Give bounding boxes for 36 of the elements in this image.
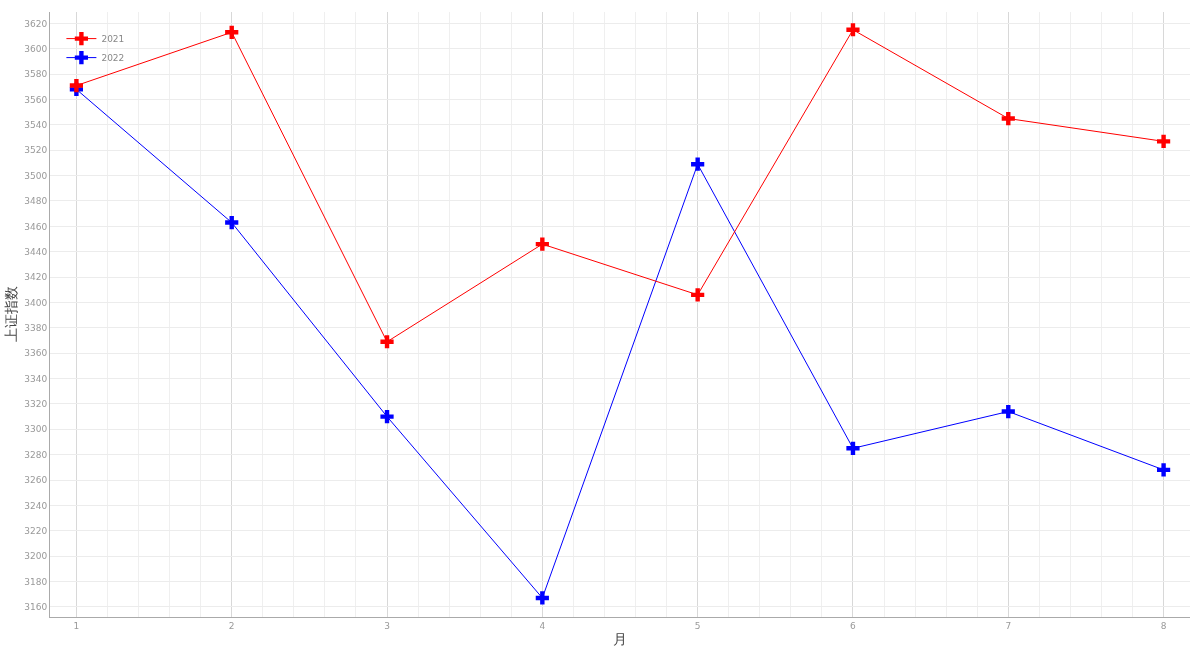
x-tick-label: 6	[850, 620, 857, 631]
y-tick-label: 3500	[24, 170, 48, 181]
x-tick-label: 2	[228, 620, 235, 631]
x-tick-label: 7	[1005, 620, 1012, 631]
y-tick-label: 3560	[24, 94, 48, 105]
y-tick-label: 3360	[24, 348, 48, 359]
y-tick-label: 3420	[24, 272, 48, 283]
y-tick-label: 3520	[24, 145, 48, 156]
y-tick-label: 3440	[24, 246, 48, 257]
legend-label: 2022	[101, 53, 125, 64]
legend-label: 2021	[101, 34, 125, 45]
y-axis-title: 上证指数	[2, 286, 19, 343]
y-tick-label: 3320	[24, 399, 48, 410]
y-tick-label: 3480	[24, 196, 48, 207]
y-tick-label: 3300	[24, 424, 48, 435]
y-tick-label: 3280	[24, 449, 48, 460]
y-tick-label: 3400	[24, 297, 48, 308]
y-tick-label: 3200	[24, 551, 48, 562]
x-axis-title: 月	[613, 631, 627, 648]
y-tick-label: 3460	[24, 221, 48, 232]
x-tick-label: 4	[539, 620, 546, 631]
y-tick-label: 3240	[24, 500, 48, 511]
y-tick-label: 3220	[24, 525, 48, 536]
x-tick-label: 1	[73, 620, 80, 631]
y-tick-label: 3540	[24, 120, 48, 131]
x-tick-label: 5	[694, 620, 701, 631]
y-tick-label: 3380	[24, 322, 48, 333]
x-tick-label: 8	[1160, 620, 1167, 631]
y-tick-label: 3620	[24, 18, 48, 29]
y-tick-label: 3180	[24, 576, 48, 587]
y-tick-label: 3340	[24, 373, 48, 384]
y-tick-label: 3260	[24, 475, 48, 486]
y-tick-label: 3160	[24, 602, 48, 612]
y-tick-label: 3580	[24, 69, 48, 80]
y-tick-label: 3600	[24, 43, 48, 54]
x-tick-label: 3	[384, 620, 390, 631]
